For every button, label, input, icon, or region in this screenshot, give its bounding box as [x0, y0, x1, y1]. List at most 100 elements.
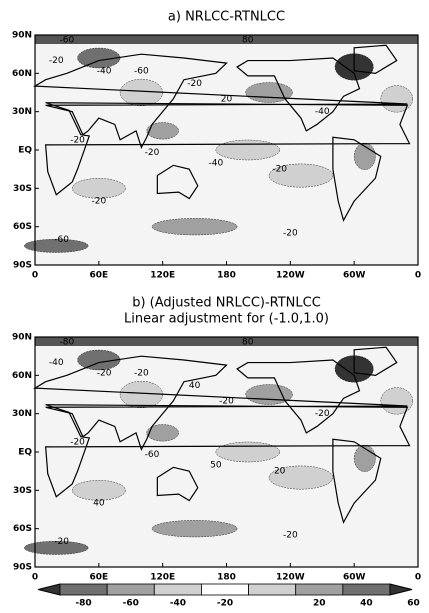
- coastline: [332, 438, 382, 524]
- lon-label: 60E: [89, 573, 108, 583]
- colorbar-label: 60: [407, 599, 420, 609]
- lat-label: 30S: [13, 486, 32, 496]
- contour-label: 50: [210, 460, 222, 470]
- lat-label: 30N: [12, 107, 32, 117]
- contour-label: -20: [134, 368, 149, 378]
- contour-label: -20: [219, 396, 234, 406]
- coastline: [353, 346, 398, 376]
- contour-label: -60: [54, 235, 69, 245]
- contour-label: -20: [70, 135, 85, 145]
- colorbar-label: 40: [360, 599, 373, 609]
- polar-band: [35, 35, 418, 44]
- colorbar-label: -40: [170, 599, 186, 609]
- lon-label: 120E: [150, 271, 175, 281]
- lat-label: EQ: [18, 448, 32, 458]
- contour-label: -60: [145, 450, 160, 460]
- lon-label: 120W: [276, 573, 305, 583]
- lon-label: 120E: [150, 573, 175, 583]
- colorbar-label: -20: [217, 599, 233, 609]
- contour-label: -80: [60, 338, 75, 348]
- lon-label: 60W: [343, 271, 366, 281]
- contour-label: 40: [189, 381, 201, 391]
- lat-label: 60N: [12, 69, 32, 79]
- polar-band: [35, 337, 418, 346]
- coastline: [44, 102, 411, 196]
- coastline: [156, 164, 199, 200]
- colorbar-arrow: [37, 583, 61, 596]
- colorbar-segment: [248, 583, 297, 596]
- colorbar-label: -60: [123, 599, 139, 609]
- lat-label: 90S: [13, 563, 32, 573]
- lat-label: 90S: [13, 261, 32, 271]
- contour-label: 20: [221, 94, 233, 104]
- shaded-region: [380, 85, 413, 113]
- colorbar-label: 20: [313, 599, 326, 609]
- colorbar-arrow: [389, 583, 413, 596]
- shaded-region: [146, 424, 179, 442]
- shaded-region: [77, 349, 121, 371]
- coastline: [44, 404, 411, 498]
- lon-label: 60W: [343, 573, 366, 583]
- lat-label: 60S: [13, 222, 32, 232]
- contour-label: -60: [60, 36, 75, 46]
- lat-label: 30N: [12, 409, 32, 419]
- panel-title: a) NRLCC-RTNLCC: [168, 10, 285, 25]
- shaded-region: [268, 465, 334, 490]
- contour-label: -40: [315, 107, 330, 117]
- shaded-region: [72, 480, 126, 501]
- colorbar-segment: [106, 583, 155, 596]
- lon-label: 0: [32, 573, 38, 583]
- colorbar-label: -80: [75, 599, 91, 609]
- coastline: [236, 359, 361, 434]
- shaded-region: [24, 238, 89, 253]
- colorbar-segment: [295, 583, 344, 596]
- contour-label: -20: [54, 537, 69, 547]
- coastline: [32, 355, 408, 451]
- lon-label: 0: [415, 573, 421, 583]
- shaded-region: [215, 139, 280, 161]
- lat-label: 30S: [13, 184, 32, 194]
- coastline: [332, 136, 382, 222]
- contour-label: -40: [49, 358, 64, 368]
- lon-label: 180: [217, 573, 236, 583]
- contour-label: 80: [242, 36, 254, 46]
- lat-label: EQ: [18, 146, 32, 156]
- lon-label: 0: [415, 271, 421, 281]
- panel-title: Linear adjustment for (-1.0,1.0): [124, 312, 329, 327]
- contour-label: 40: [93, 499, 105, 509]
- shaded-region: [72, 178, 126, 199]
- coastline: [236, 57, 361, 132]
- contour-label: 20: [274, 467, 286, 477]
- contour-label: -20: [315, 409, 330, 419]
- contour-label: -20: [283, 229, 298, 239]
- contour-label: -20: [49, 56, 64, 66]
- shaded-region: [380, 387, 413, 415]
- shaded-region: [146, 122, 179, 140]
- lon-label: 180: [217, 271, 236, 281]
- contour-label: -20: [70, 437, 85, 447]
- colorbar-segment: [153, 583, 202, 596]
- lat-label: 90N: [12, 333, 32, 343]
- shaded-region: [268, 163, 334, 188]
- shaded-region: [24, 540, 89, 555]
- contour-label: -20: [283, 531, 298, 541]
- coastline: [32, 53, 408, 149]
- shaded-region: [77, 47, 121, 69]
- contour-label: 80: [242, 338, 254, 348]
- shaded-region: [151, 218, 238, 236]
- contour-label: -20: [145, 148, 160, 158]
- shaded-region: [215, 441, 280, 463]
- contour-label: -20: [272, 165, 287, 175]
- contour-label: -20: [97, 368, 112, 378]
- lon-label: 120W: [276, 271, 305, 281]
- coastline: [156, 466, 199, 502]
- lat-label: 60N: [12, 371, 32, 381]
- lat-label: 90N: [12, 31, 32, 41]
- contour-label: -20: [187, 79, 202, 89]
- lon-label: 0: [32, 271, 38, 281]
- contour-label: -20: [91, 197, 106, 207]
- contour-label: -60: [134, 66, 149, 76]
- shaded-region: [151, 520, 238, 538]
- contour-label: -40: [209, 158, 224, 168]
